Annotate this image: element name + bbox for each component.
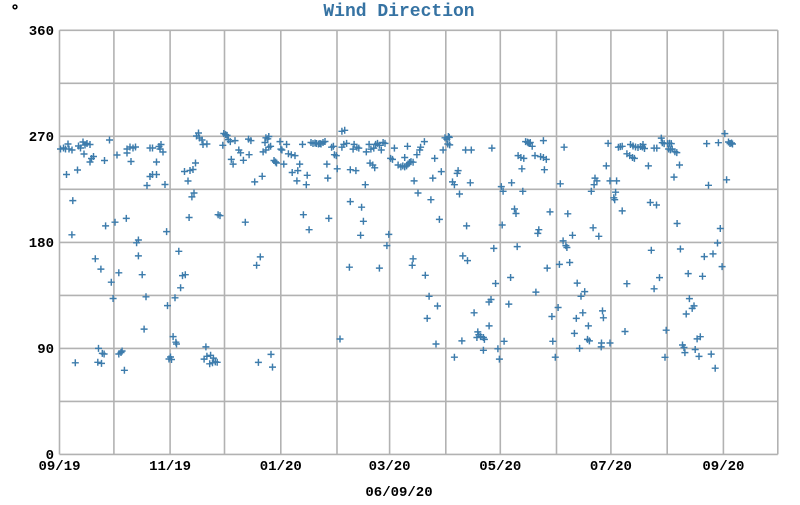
svg-text:180: 180 (29, 236, 54, 252)
svg-text:0: 0 (46, 448, 54, 464)
svg-text:Wind Direction: Wind Direction (323, 2, 474, 22)
svg-text:05/20: 05/20 (479, 459, 521, 475)
svg-text:360: 360 (29, 24, 54, 40)
svg-text:06/09/20: 06/09/20 (365, 485, 432, 500)
svg-text:09/20: 09/20 (702, 459, 744, 475)
svg-text:01/20: 01/20 (260, 459, 302, 475)
svg-text:90: 90 (37, 342, 54, 358)
svg-text:11/19: 11/19 (149, 459, 191, 475)
svg-text:270: 270 (29, 130, 54, 146)
svg-text:03/20: 03/20 (369, 459, 411, 475)
svg-text:07/20: 07/20 (590, 459, 632, 475)
svg-text:09/19: 09/19 (38, 459, 80, 475)
